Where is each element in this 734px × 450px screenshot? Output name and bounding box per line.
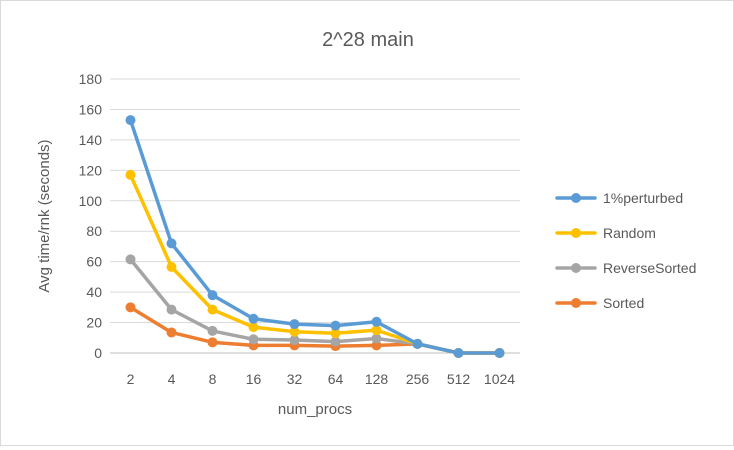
data-point-1-perturbed (371, 316, 382, 327)
data-point-random (371, 325, 382, 336)
legend-label-reversesorted: ReverseSorted (603, 260, 696, 276)
y-tick-label: 100 (79, 193, 103, 209)
x-tick-label: 16 (246, 371, 262, 387)
y-tick-label: 120 (79, 162, 103, 178)
data-point-1-perturbed (166, 238, 177, 249)
y-tick-label: 20 (86, 315, 102, 331)
chart-title: 2^28 main (322, 29, 414, 51)
y-tick-label: 180 (79, 71, 103, 87)
data-point-random (166, 261, 177, 272)
data-point-sorted (125, 302, 136, 313)
data-point-1-perturbed (207, 290, 218, 301)
data-point-sorted (166, 327, 177, 338)
legend-label-sorted: Sorted (603, 295, 644, 311)
legend-marker-reversesorted (571, 263, 581, 273)
data-point-1-perturbed (494, 348, 505, 358)
data-point-reversesorted (125, 254, 136, 265)
x-axis-ticks: 2 4 8 16 32 64 128 256 512 1024 (127, 371, 516, 387)
data-point-1-perturbed (125, 115, 136, 126)
data-point-1-perturbed (330, 320, 341, 331)
series-line-reversesorted (128, 257, 502, 355)
series-lines (125, 115, 505, 358)
data-point-random (330, 328, 341, 339)
x-tick-label: 128 (365, 371, 389, 387)
y-tick-label: 0 (94, 345, 102, 361)
data-point-1-perturbed (412, 338, 423, 349)
data-point-reversesorted (289, 335, 300, 346)
data-point-sorted (207, 337, 218, 348)
x-tick-label: 32 (287, 371, 303, 387)
data-point-1-perturbed (289, 319, 300, 330)
data-point-1-perturbed (248, 313, 259, 324)
series-line-sorted (128, 305, 502, 355)
legend-marker-sorted (571, 298, 581, 308)
data-point-random (207, 304, 218, 315)
x-tick-label: 1024 (484, 371, 515, 387)
data-point-sorted (371, 340, 382, 351)
y-axis-title: Avg time/rnk (seconds) (36, 139, 53, 292)
x-tick-label: 256 (406, 371, 430, 387)
data-point-random (125, 169, 136, 180)
x-tick-label: 4 (168, 371, 176, 387)
y-tick-label: 160 (79, 101, 103, 117)
y-axis-ticks: 0 20 40 60 80 100 120 140 160 180 (79, 71, 103, 361)
data-point-reversesorted (207, 325, 218, 336)
x-tick-label: 2 (127, 371, 135, 387)
legend-label-random: Random (603, 225, 656, 241)
y-tick-label: 40 (86, 284, 102, 300)
y-tick-label: 80 (86, 223, 102, 239)
data-point-1-perturbed (453, 348, 464, 358)
legend-label-1-perturbed: 1%perturbed (603, 190, 683, 206)
series-line-1-perturbed (128, 118, 502, 355)
data-point-reversesorted (330, 336, 341, 347)
data-point-random (248, 322, 259, 333)
legend-marker-1-perturbed (571, 193, 581, 203)
x-tick-label: 64 (328, 371, 344, 387)
x-axis-title: num_procs (278, 401, 352, 418)
data-point-reversesorted (166, 304, 177, 315)
legend: 1%perturbed Random ReverseSorted Sorted (555, 190, 696, 311)
data-point-reversesorted (371, 333, 382, 344)
legend-marker-random (571, 228, 581, 238)
x-tick-label: 512 (447, 371, 471, 387)
x-tick-label: 8 (209, 371, 217, 387)
data-point-random (289, 326, 300, 337)
data-point-reversesorted (248, 334, 259, 345)
y-tick-label: 60 (86, 254, 102, 270)
y-tick-label: 140 (79, 132, 103, 148)
